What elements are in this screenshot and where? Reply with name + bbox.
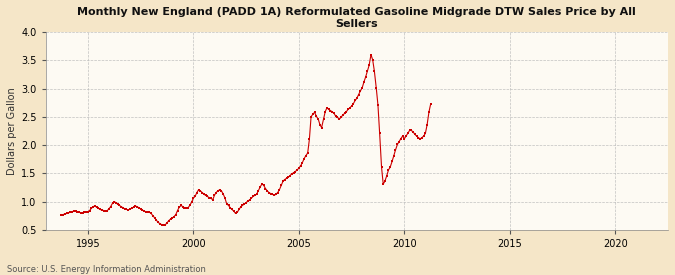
Text: Source: U.S. Energy Information Administration: Source: U.S. Energy Information Administ… (7, 265, 206, 274)
Title: Monthly New England (PADD 1A) Reformulated Gasoline Midgrade DTW Sales Price by : Monthly New England (PADD 1A) Reformulat… (78, 7, 637, 29)
Y-axis label: Dollars per Gallon: Dollars per Gallon (7, 87, 17, 175)
